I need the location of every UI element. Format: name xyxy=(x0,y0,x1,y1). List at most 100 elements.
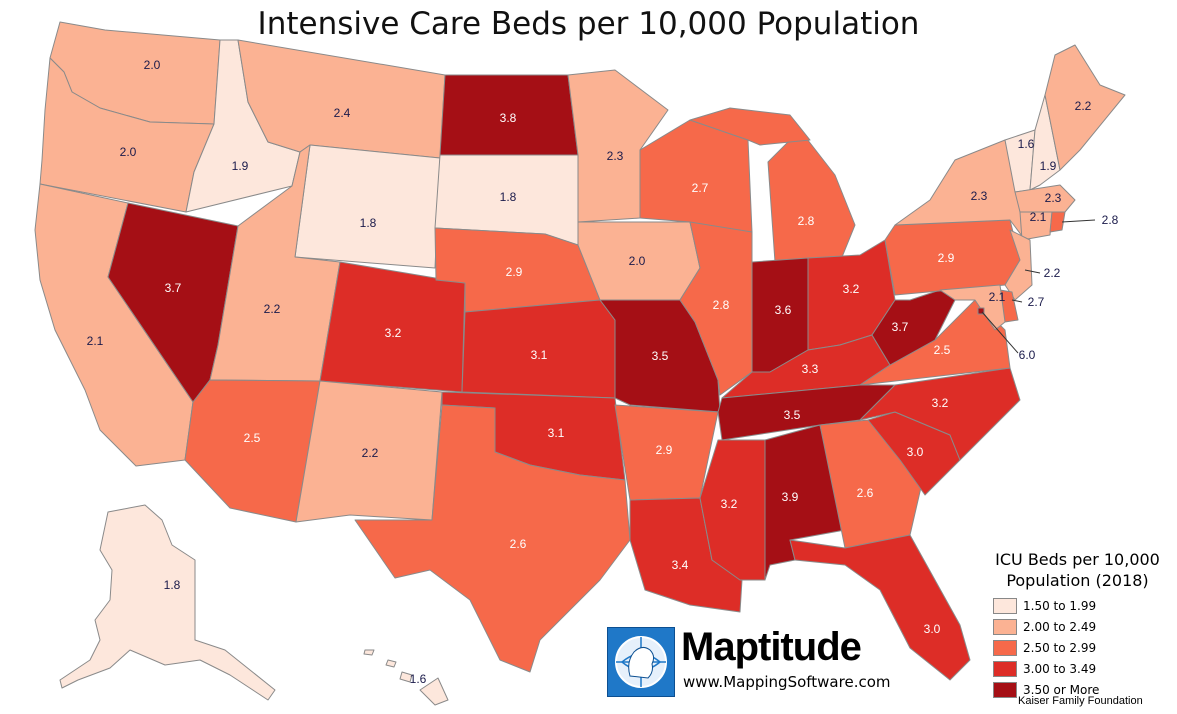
logo-url: www.MappingSoftware.com xyxy=(683,673,891,691)
state-HI-c xyxy=(385,659,397,668)
state-MI-UP xyxy=(689,107,811,146)
label-TX: 2.6 xyxy=(510,537,527,551)
label-MT: 2.4 xyxy=(334,106,351,120)
label-NE: 2.9 xyxy=(506,265,523,279)
state-HI xyxy=(419,677,449,706)
legend-item: 2.50 to 2.99 xyxy=(993,637,1170,658)
label-RI: 2.8 xyxy=(1102,213,1119,227)
state-MI xyxy=(767,129,856,263)
label-KY: 3.3 xyxy=(802,362,819,376)
label-OR: 2.0 xyxy=(120,145,137,159)
label-NC: 3.2 xyxy=(932,396,949,410)
legend-item: 2.00 to 2.49 xyxy=(993,616,1170,637)
legend-label: 1.50 to 1.99 xyxy=(1023,598,1097,613)
label-WA: 2.0 xyxy=(144,58,161,72)
label-AR: 2.9 xyxy=(656,443,673,457)
label-NJ: 2.2 xyxy=(1044,266,1061,280)
leader-RI xyxy=(1061,219,1096,223)
legend-label: 2.50 to 2.99 xyxy=(1023,640,1097,655)
label-AK: 1.8 xyxy=(164,578,181,592)
label-ME: 2.2 xyxy=(1075,99,1092,113)
legend-swatch xyxy=(993,639,1017,656)
label-CO: 3.2 xyxy=(385,326,402,340)
label-DC: 6.0 xyxy=(1019,348,1036,362)
label-NV: 3.7 xyxy=(165,281,182,295)
state-MA xyxy=(1014,184,1076,213)
label-GA: 2.6 xyxy=(857,486,874,500)
legend-items: 1.50 to 1.99 2.00 to 2.49 2.50 to 2.99 3… xyxy=(993,595,1170,700)
label-UT: 2.2 xyxy=(264,302,281,316)
state-WI xyxy=(639,119,753,233)
state-NJ xyxy=(1004,229,1033,301)
leader-DC xyxy=(981,311,1019,354)
label-ID: 1.9 xyxy=(232,159,249,173)
label-PA: 2.9 xyxy=(938,251,955,265)
legend-title: ICU Beds per 10,000 Population (2018) xyxy=(985,549,1170,591)
label-WY: 1.8 xyxy=(360,216,377,230)
label-MO: 3.5 xyxy=(652,349,669,363)
legend-item: 3.00 to 3.49 xyxy=(993,658,1170,679)
label-WV: 3.7 xyxy=(892,320,909,334)
legend-swatch xyxy=(993,660,1017,677)
label-VT: 1.6 xyxy=(1018,137,1035,151)
state-ME xyxy=(1044,44,1126,171)
label-WI: 2.7 xyxy=(692,181,709,195)
label-AZ: 2.5 xyxy=(244,431,261,445)
map-title: Intensive Care Beds per 10,000 Populatio… xyxy=(257,6,920,42)
label-KS: 3.1 xyxy=(531,348,548,362)
leader-DE xyxy=(1011,299,1023,303)
label-ND: 3.8 xyxy=(500,111,517,125)
state-HI-d xyxy=(363,649,375,656)
label-HI: 1.6 xyxy=(410,672,427,686)
state-HI-b xyxy=(399,671,413,683)
state-NM xyxy=(295,380,443,523)
logo-wordmark: Maptitude xyxy=(681,625,862,669)
legend-label: 2.00 to 2.49 xyxy=(1023,619,1097,634)
source-credit: Kaiser Family Foundation xyxy=(1018,695,1143,707)
state-NH xyxy=(1029,94,1061,191)
label-IN: 3.6 xyxy=(775,303,792,317)
state-AK xyxy=(59,504,276,701)
legend-label: 3.50 or More xyxy=(1023,682,1100,697)
maptitude-logo: Maptitude www.MappingSoftware.com xyxy=(607,625,907,697)
label-CT: 2.1 xyxy=(1030,210,1047,224)
label-AL: 3.9 xyxy=(782,490,799,504)
globe-head-icon xyxy=(607,627,675,697)
legend-item: 1.50 to 1.99 xyxy=(993,595,1170,616)
label-NH: 1.9 xyxy=(1040,159,1057,173)
label-IL: 2.8 xyxy=(713,298,730,312)
legend-swatch xyxy=(993,597,1017,614)
leader-NJ xyxy=(1024,269,1041,274)
legend-swatch xyxy=(993,618,1017,635)
label-FL: 3.0 xyxy=(924,622,941,636)
label-MN: 2.3 xyxy=(607,149,624,163)
state-RI xyxy=(1049,211,1066,233)
label-MA: 2.3 xyxy=(1045,191,1062,205)
label-LA: 3.4 xyxy=(672,558,689,572)
state-UT xyxy=(209,144,341,382)
state-CT xyxy=(1019,211,1053,241)
label-NM: 2.2 xyxy=(362,446,379,460)
state-WY xyxy=(294,144,441,269)
label-TN: 3.5 xyxy=(784,408,801,422)
label-VA: 2.5 xyxy=(934,343,951,357)
label-OK: 3.1 xyxy=(548,426,565,440)
label-SC: 3.0 xyxy=(907,445,924,459)
state-FL xyxy=(789,534,971,681)
label-NY: 2.3 xyxy=(971,189,988,203)
state-NC xyxy=(859,367,1021,461)
label-MD: 2.1 xyxy=(989,290,1006,304)
legend-label: 3.00 to 3.49 xyxy=(1023,661,1097,676)
legend-item: 3.50 or More xyxy=(993,679,1170,700)
label-OH: 3.2 xyxy=(843,282,860,296)
legend-title-line2: Population (2018) xyxy=(1006,571,1149,590)
legend-title-line1: ICU Beds per 10,000 xyxy=(995,550,1160,569)
state-TX xyxy=(354,404,631,673)
label-CA: 2.1 xyxy=(87,334,104,348)
label-IA: 2.0 xyxy=(629,254,646,268)
label-SD: 1.8 xyxy=(500,190,517,204)
label-DE: 2.7 xyxy=(1028,295,1045,309)
state-MT xyxy=(237,39,446,159)
